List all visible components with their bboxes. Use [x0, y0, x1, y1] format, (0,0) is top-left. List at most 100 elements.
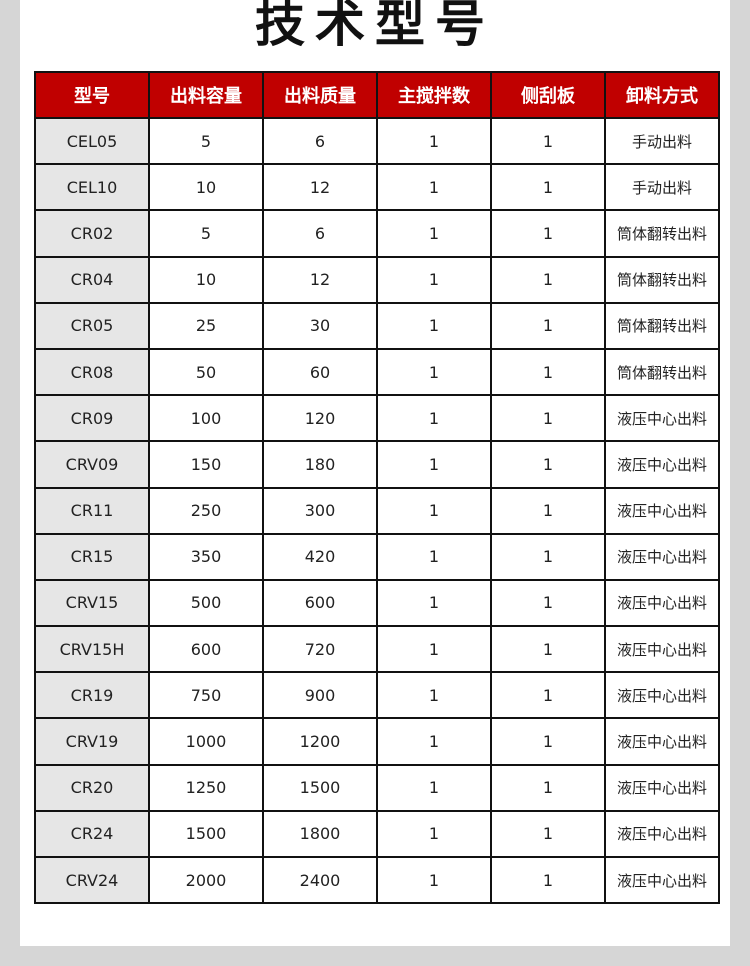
discharge-method-cell: 液压中心出料	[604, 855, 720, 905]
mass-cell: 30	[262, 301, 378, 350]
side-scraper-cell: 1	[490, 855, 606, 905]
table-row: CR08 50 60 1 1 筒体翻转出料	[34, 347, 720, 397]
column-header: 侧刮板	[490, 71, 606, 119]
mass-cell: 180	[262, 440, 378, 489]
discharge-method-cell: 液压中心出料	[604, 763, 720, 812]
capacity-cell: 1250	[148, 763, 264, 812]
model-cell: CR20	[34, 763, 150, 812]
capacity-cell: 10	[148, 163, 264, 212]
table-row: CEL10 10 12 1 1 手动出料	[34, 163, 720, 212]
model-cell: CRV09	[34, 440, 150, 489]
mass-cell: 300	[262, 486, 378, 535]
mass-cell: 1200	[262, 717, 378, 766]
main-mixer-cell: 1	[376, 855, 492, 905]
main-mixer-cell: 1	[376, 209, 492, 258]
capacity-cell: 750	[148, 671, 264, 720]
side-scraper-cell: 1	[490, 347, 606, 397]
mass-cell: 6	[262, 209, 378, 258]
discharge-method-cell: 筒体翻转出料	[604, 209, 720, 258]
model-cell: CR08	[34, 347, 150, 397]
discharge-method-cell: 筒体翻转出料	[604, 347, 720, 397]
discharge-method-cell: 液压中心出料	[604, 440, 720, 489]
capacity-cell: 5	[148, 116, 264, 166]
main-mixer-cell: 1	[376, 163, 492, 212]
column-header: 主搅拌数	[376, 71, 492, 119]
main-mixer-cell: 1	[376, 440, 492, 489]
capacity-cell: 1000	[148, 717, 264, 766]
discharge-method-cell: 液压中心出料	[604, 394, 720, 443]
table-row: CR11 250 300 1 1 液压中心出料	[34, 486, 720, 535]
table-row: CR02 5 6 1 1 筒体翻转出料	[34, 209, 720, 258]
side-scraper-cell: 1	[490, 532, 606, 581]
table-row: CRV19 1000 1200 1 1 液压中心出料	[34, 717, 720, 766]
model-cell: CR05	[34, 301, 150, 350]
model-cell: CR09	[34, 394, 150, 443]
capacity-cell: 2000	[148, 855, 264, 905]
mass-cell: 6	[262, 116, 378, 166]
main-mixer-cell: 1	[376, 394, 492, 443]
table-row: CR05 25 30 1 1 筒体翻转出料	[34, 301, 720, 350]
main-mixer-cell: 1	[376, 671, 492, 720]
table-row: CR04 10 12 1 1 筒体翻转出料	[34, 255, 720, 304]
column-header: 型号	[34, 71, 150, 119]
capacity-cell: 50	[148, 347, 264, 397]
mass-cell: 720	[262, 625, 378, 674]
main-mixer-cell: 1	[376, 532, 492, 581]
mass-cell: 420	[262, 532, 378, 581]
main-mixer-cell: 1	[376, 347, 492, 397]
side-scraper-cell: 1	[490, 486, 606, 535]
discharge-method-cell: 液压中心出料	[604, 809, 720, 859]
table-row: CEL05 5 6 1 1 手动出料	[34, 116, 720, 166]
side-scraper-cell: 1	[490, 394, 606, 443]
discharge-method-cell: 液压中心出料	[604, 486, 720, 535]
side-scraper-cell: 1	[490, 809, 606, 859]
mass-cell: 60	[262, 347, 378, 397]
model-cell: CR04	[34, 255, 150, 304]
table-row: CRV15H 600 720 1 1 液压中心出料	[34, 625, 720, 674]
model-cell: CEL05	[34, 116, 150, 166]
table-row: CR19 750 900 1 1 液压中心出料	[34, 671, 720, 720]
side-scraper-cell: 1	[490, 440, 606, 489]
main-mixer-cell: 1	[376, 301, 492, 350]
capacity-cell: 250	[148, 486, 264, 535]
mass-cell: 12	[262, 163, 378, 212]
spec-table: 型号 出料容量 出料质量 主搅拌数 侧刮板 卸料方式 CEL05 5 6 1 1 手动出料 CEL10…	[34, 71, 720, 905]
model-cell: CRV24	[34, 855, 150, 905]
side-scraper-cell: 1	[490, 625, 606, 674]
column-header: 出料容量	[148, 71, 264, 119]
capacity-cell: 500	[148, 578, 264, 628]
table-row: CRV09 150 180 1 1 液压中心出料	[34, 440, 720, 489]
side-scraper-cell: 1	[490, 671, 606, 720]
main-mixer-cell: 1	[376, 717, 492, 766]
table-row: CR09 100 120 1 1 液压中心出料	[34, 394, 720, 443]
side-scraper-cell: 1	[490, 255, 606, 304]
side-scraper-cell: 1	[490, 717, 606, 766]
capacity-cell: 600	[148, 625, 264, 674]
discharge-method-cell: 筒体翻转出料	[604, 301, 720, 350]
table-row: CR24 1500 1800 1 1 液压中心出料	[34, 809, 720, 859]
model-cell: CRV15	[34, 578, 150, 628]
capacity-cell: 10	[148, 255, 264, 304]
model-cell: CRV15H	[34, 625, 150, 674]
model-cell: CR11	[34, 486, 150, 535]
side-scraper-cell: 1	[490, 209, 606, 258]
table-row: CRV15 500 600 1 1 液压中心出料	[34, 578, 720, 628]
table-header-row: 型号 出料容量 出料质量 主搅拌数 侧刮板 卸料方式	[34, 71, 720, 119]
mass-cell: 600	[262, 578, 378, 628]
main-mixer-cell: 1	[376, 809, 492, 859]
capacity-cell: 5	[148, 209, 264, 258]
model-cell: CR19	[34, 671, 150, 720]
discharge-method-cell: 液压中心出料	[604, 671, 720, 720]
main-mixer-cell: 1	[376, 578, 492, 628]
capacity-cell: 1500	[148, 809, 264, 859]
discharge-method-cell: 液压中心出料	[604, 578, 720, 628]
table-row: CR15 350 420 1 1 液压中心出料	[34, 532, 720, 581]
side-scraper-cell: 1	[490, 116, 606, 166]
discharge-method-cell: 液压中心出料	[604, 717, 720, 766]
capacity-cell: 150	[148, 440, 264, 489]
discharge-method-cell: 液压中心出料	[604, 625, 720, 674]
side-scraper-cell: 1	[490, 163, 606, 212]
column-header: 出料质量	[262, 71, 378, 119]
side-scraper-cell: 1	[490, 578, 606, 628]
discharge-method-cell: 液压中心出料	[604, 532, 720, 581]
